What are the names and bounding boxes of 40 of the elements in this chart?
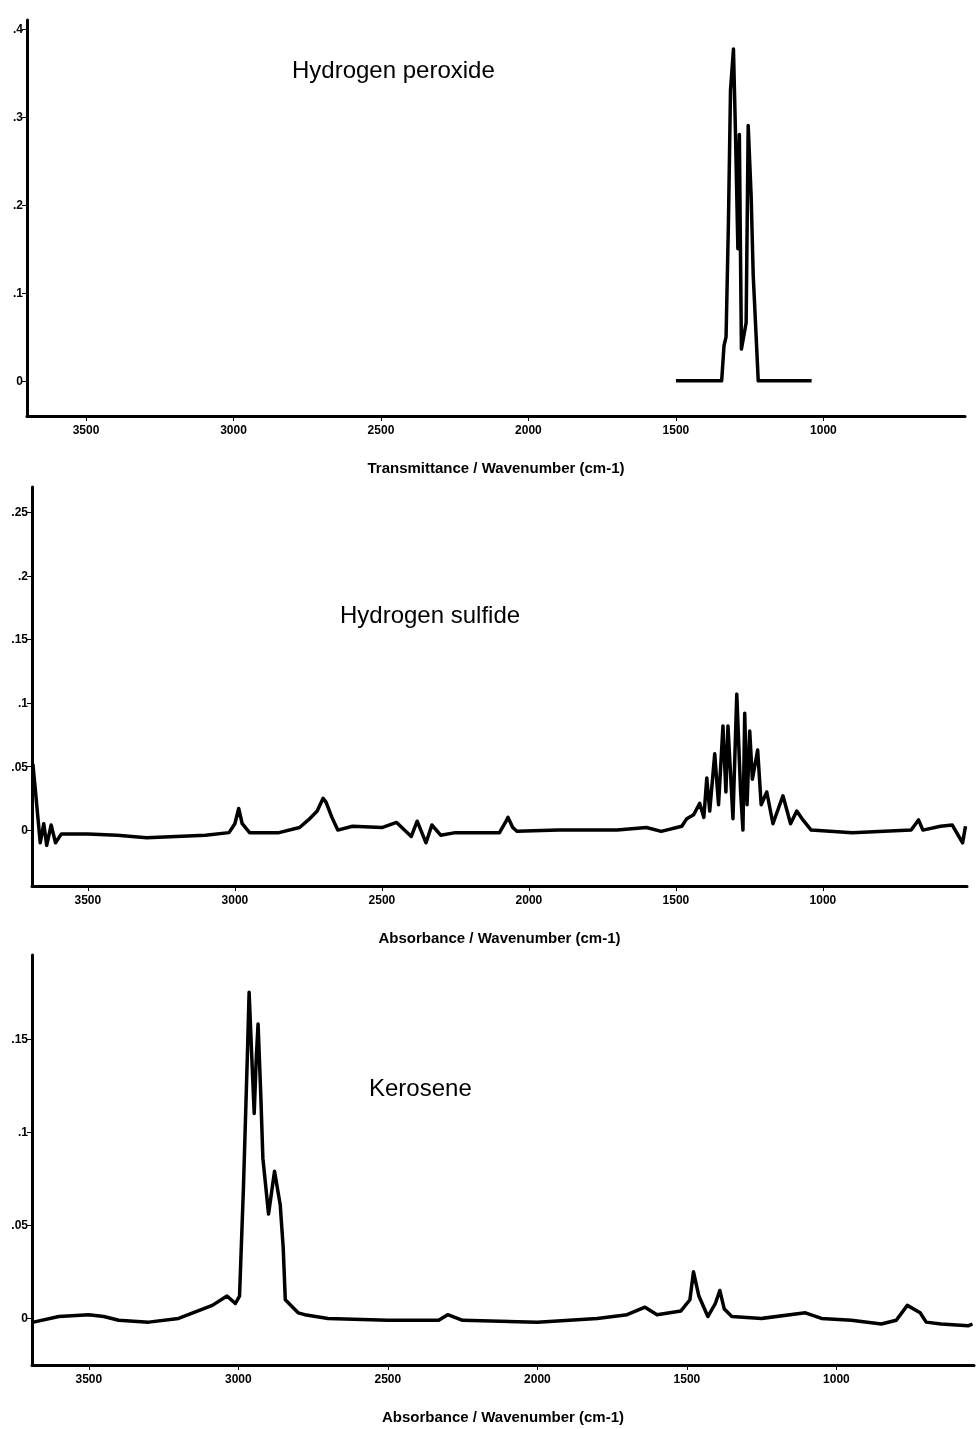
x-tick-label: 1000 (810, 423, 838, 437)
x-tick-label: 3500 (72, 423, 100, 437)
y-tick-label: .3 (12, 109, 24, 124)
y-tick-label: .15 (11, 632, 29, 647)
x-tick-label: 3000 (224, 1372, 253, 1386)
y-tick-label: .25 (11, 505, 29, 520)
x-tick-label: 3000 (221, 893, 249, 907)
x-tick-label: 1500 (662, 893, 690, 907)
x-tick-label: 3500 (75, 1372, 103, 1386)
x-tick-label: 1000 (809, 893, 837, 907)
y-tick-label: .05 (11, 1218, 29, 1233)
y-tick-label: .15 (11, 1031, 29, 1046)
text: Kerosene (369, 1073, 472, 1101)
x-tick-label: 2000 (515, 423, 543, 437)
line-series (674, 47, 814, 383)
x-tick-label: 2500 (367, 423, 395, 437)
x-tick-label: 3500 (74, 893, 102, 907)
x-tick-label: 2000 (515, 893, 543, 907)
x-tick-label: 2000 (524, 1372, 552, 1386)
y-tick-label: .2 (12, 197, 24, 212)
x-axis-title: Absorbance / Wavenumber (cm-1) (382, 1408, 624, 1425)
x-axis-title: Absorbance / Wavenumber (cm-1) (378, 929, 621, 946)
y-tick-label: .2 (17, 568, 29, 583)
y-tick-label: .4 (12, 21, 24, 36)
x-tick-label: 1500 (662, 423, 690, 437)
text: Hydrogen peroxide (292, 55, 495, 83)
y-tick-label: 0 (21, 1311, 29, 1326)
y-tick-label: 0 (16, 373, 24, 388)
y-tick-label: 0 (21, 823, 29, 838)
x-tick-label: 2500 (374, 1372, 402, 1386)
y-tick-label: .05 (11, 759, 29, 774)
x-tick-label: 1000 (823, 1372, 851, 1386)
x-axis-title: Transmittance / Wavenumber (cm-1) (367, 459, 625, 476)
y-tick-label: .1 (17, 696, 29, 711)
x-tick-label: 2500 (368, 893, 396, 907)
x-tick-label: 3000 (220, 423, 248, 437)
x-tick-label: 1500 (673, 1372, 701, 1386)
text: Hydrogen sulfide (340, 600, 521, 628)
y-tick-label: .1 (17, 1125, 29, 1140)
y-tick-label: .1 (12, 285, 24, 300)
